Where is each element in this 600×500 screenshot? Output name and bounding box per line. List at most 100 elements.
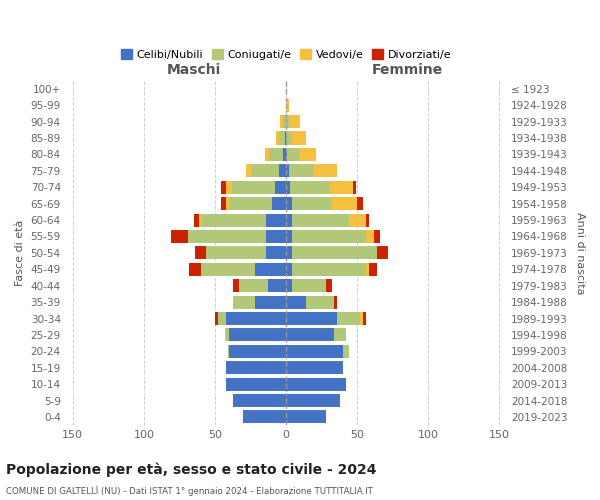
Bar — [266, 214, 286, 226]
Bar — [202, 214, 266, 226]
Bar — [226, 378, 286, 390]
Bar — [268, 279, 286, 292]
Bar — [215, 312, 218, 325]
Bar — [239, 279, 268, 292]
Bar — [188, 230, 266, 243]
Bar — [292, 197, 332, 210]
Bar — [349, 214, 365, 226]
Bar — [330, 180, 353, 194]
Bar — [266, 246, 286, 260]
Bar — [280, 115, 283, 128]
Bar — [206, 246, 266, 260]
Bar — [326, 279, 332, 292]
Bar — [279, 164, 286, 177]
Bar — [286, 378, 346, 390]
Bar — [292, 262, 365, 276]
Bar — [334, 328, 346, 342]
Bar — [286, 132, 292, 144]
Bar — [286, 345, 343, 358]
Bar — [292, 246, 377, 260]
Bar — [286, 148, 287, 161]
Bar — [286, 230, 292, 243]
Bar — [226, 197, 229, 210]
Bar — [353, 180, 356, 194]
Bar — [255, 296, 286, 308]
Bar — [276, 132, 279, 144]
Bar — [255, 262, 286, 276]
Bar — [229, 197, 272, 210]
Bar — [286, 115, 289, 128]
Bar — [365, 214, 368, 226]
Bar — [292, 279, 326, 292]
Text: Popolazione per età, sesso e stato civile - 2024: Popolazione per età, sesso e stato civil… — [6, 462, 377, 477]
Bar — [286, 197, 292, 210]
Bar — [283, 148, 286, 161]
Bar — [221, 180, 226, 194]
Bar — [337, 312, 360, 325]
Bar — [233, 296, 255, 308]
Bar — [314, 164, 337, 177]
Bar — [275, 180, 286, 194]
Text: COMUNE DI GALTELLÌ (NU) - Dati ISTAT 1° gennaio 2024 - Elaborazione TUTTITALIA.I: COMUNE DI GALTELLÌ (NU) - Dati ISTAT 1° … — [6, 485, 373, 496]
Bar — [190, 262, 201, 276]
Bar — [360, 312, 363, 325]
Text: Femmine: Femmine — [371, 64, 443, 78]
Bar — [279, 132, 284, 144]
Bar — [265, 148, 269, 161]
Bar — [286, 328, 334, 342]
Bar — [292, 214, 349, 226]
Bar — [233, 279, 239, 292]
Y-axis label: Fasce di età: Fasce di età — [15, 220, 25, 286]
Bar — [377, 246, 388, 260]
Bar — [357, 197, 363, 210]
Bar — [292, 132, 306, 144]
Bar — [368, 262, 377, 276]
Bar — [246, 164, 251, 177]
Bar — [374, 230, 380, 243]
Y-axis label: Anni di nascita: Anni di nascita — [575, 212, 585, 294]
Bar — [226, 361, 286, 374]
Bar — [365, 262, 368, 276]
Bar — [195, 246, 206, 260]
Bar — [286, 98, 289, 112]
Bar — [194, 214, 199, 226]
Bar — [286, 296, 306, 308]
Bar — [343, 345, 349, 358]
Bar — [332, 197, 357, 210]
Bar — [226, 328, 229, 342]
Bar — [244, 410, 286, 424]
Bar — [199, 214, 202, 226]
Bar — [225, 328, 226, 342]
Bar — [299, 148, 316, 161]
Bar — [201, 262, 255, 276]
Bar — [272, 197, 286, 210]
Bar — [232, 180, 275, 194]
Bar — [286, 279, 292, 292]
Bar — [365, 230, 374, 243]
Bar — [286, 262, 292, 276]
Bar — [292, 230, 365, 243]
Bar — [228, 345, 229, 358]
Bar — [287, 148, 299, 161]
Bar — [286, 410, 326, 424]
Bar — [226, 180, 232, 194]
Bar — [334, 296, 337, 308]
Bar — [289, 164, 314, 177]
Bar — [284, 132, 286, 144]
Bar — [286, 164, 289, 177]
Bar — [286, 214, 292, 226]
Bar — [283, 115, 286, 128]
Bar — [363, 312, 365, 325]
Bar — [229, 328, 286, 342]
Bar — [269, 148, 283, 161]
Bar — [218, 312, 226, 325]
Bar — [251, 164, 279, 177]
Bar — [171, 230, 188, 243]
Bar — [229, 345, 286, 358]
Legend: Celibi/Nubili, Coniugati/e, Vedovi/e, Divorziati/e: Celibi/Nubili, Coniugati/e, Vedovi/e, Di… — [116, 45, 456, 64]
Bar — [286, 246, 292, 260]
Bar — [290, 180, 330, 194]
Bar — [286, 180, 290, 194]
Bar — [233, 394, 286, 407]
Bar — [286, 361, 343, 374]
